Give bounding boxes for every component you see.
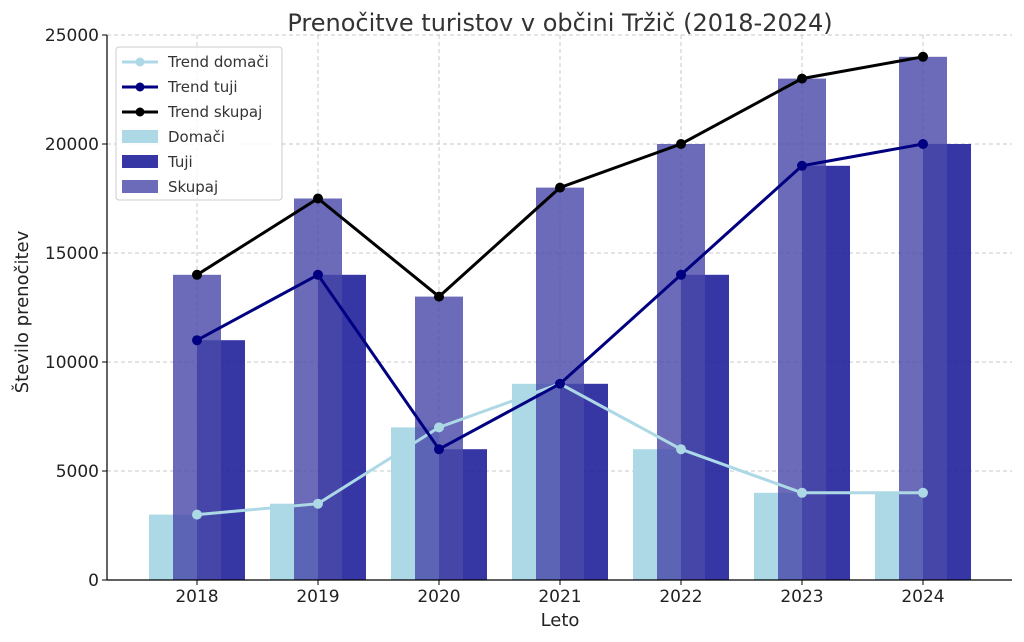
point-trend-domači-2018 bbox=[192, 509, 202, 520]
legend-label: Domači bbox=[168, 128, 225, 146]
point-trend-skupaj-2022 bbox=[676, 139, 686, 149]
point-trend-tuji-2018 bbox=[192, 335, 202, 346]
legend-bar-swatch bbox=[122, 130, 158, 143]
point-trend-tuji-2023 bbox=[797, 160, 807, 171]
y-tick-label: 20000 bbox=[45, 135, 99, 155]
x-tick-label: 2018 bbox=[175, 587, 218, 607]
x-tick-label: 2020 bbox=[417, 587, 460, 607]
legend-label: Tuji bbox=[167, 153, 193, 171]
point-trend-skupaj-2021 bbox=[555, 182, 565, 193]
x-tick-label: 2023 bbox=[780, 587, 823, 607]
legend: Trend domači Trend tuji Trend skupaj Domači… bbox=[115, 46, 283, 201]
point-trend-tuji-2021 bbox=[555, 378, 565, 389]
bar-skupaj-2024 bbox=[899, 56, 947, 581]
y-tick-label: 5000 bbox=[56, 462, 99, 482]
legend-marker bbox=[135, 57, 145, 67]
point-trend-skupaj-2020 bbox=[434, 291, 444, 302]
point-trend-domači-2022 bbox=[676, 444, 686, 455]
point-trend-domači-2019 bbox=[313, 498, 323, 509]
legend-marker bbox=[135, 107, 145, 117]
legend-marker bbox=[135, 82, 145, 92]
x-tick-label: 2022 bbox=[659, 587, 702, 607]
legend-label: Trend skupaj bbox=[167, 103, 262, 121]
legend-bar-swatch bbox=[122, 180, 158, 193]
legend-bar-swatch bbox=[122, 155, 158, 168]
point-trend-domači-2020 bbox=[434, 422, 444, 433]
bar-skupaj-2022 bbox=[657, 144, 705, 580]
bar-skupaj-2019 bbox=[294, 198, 342, 580]
point-trend-domači-2023 bbox=[797, 487, 807, 498]
x-tick-labels: 2018 2019 2020 2021 2022 2023 2024 bbox=[175, 587, 944, 607]
y-tick-label: 0 bbox=[88, 571, 99, 591]
x-tick-label: 2024 bbox=[901, 587, 944, 607]
bars bbox=[149, 56, 971, 581]
point-trend-skupaj-2023 bbox=[797, 73, 807, 84]
x-axis-label: Leto bbox=[541, 610, 580, 631]
x-tick-label: 2021 bbox=[538, 587, 581, 607]
point-trend-tuji-2020 bbox=[434, 444, 444, 455]
point-trend-domači-2024 bbox=[918, 487, 928, 498]
legend-label: Skupaj bbox=[168, 178, 218, 196]
point-trend-tuji-2024 bbox=[918, 139, 928, 149]
trend-lines bbox=[192, 51, 928, 520]
legend-label: Trend domači bbox=[167, 53, 269, 71]
point-trend-skupaj-2018 bbox=[192, 269, 202, 280]
point-trend-skupaj-2019 bbox=[313, 193, 323, 204]
bar-skupaj-2018 bbox=[173, 274, 221, 580]
y-tick-labels: 0 5000 10000 15000 20000 25000 bbox=[45, 26, 99, 591]
y-tick-label: 10000 bbox=[45, 353, 99, 373]
axes bbox=[102, 34, 1012, 585]
y-tick-label: 15000 bbox=[45, 244, 99, 264]
point-trend-tuji-2019 bbox=[313, 269, 323, 280]
bar-skupaj-2023 bbox=[778, 78, 826, 580]
y-tick-label: 25000 bbox=[45, 26, 99, 46]
point-trend-tuji-2022 bbox=[676, 269, 686, 280]
x-tick-label: 2019 bbox=[296, 587, 339, 607]
y-axis-label: Število prenočitev bbox=[11, 230, 33, 393]
point-trend-skupaj-2024 bbox=[918, 51, 928, 62]
legend-label: Trend tuji bbox=[167, 78, 238, 96]
chart-title: Prenočitve turistov v občini Tržič (2018… bbox=[287, 9, 832, 37]
